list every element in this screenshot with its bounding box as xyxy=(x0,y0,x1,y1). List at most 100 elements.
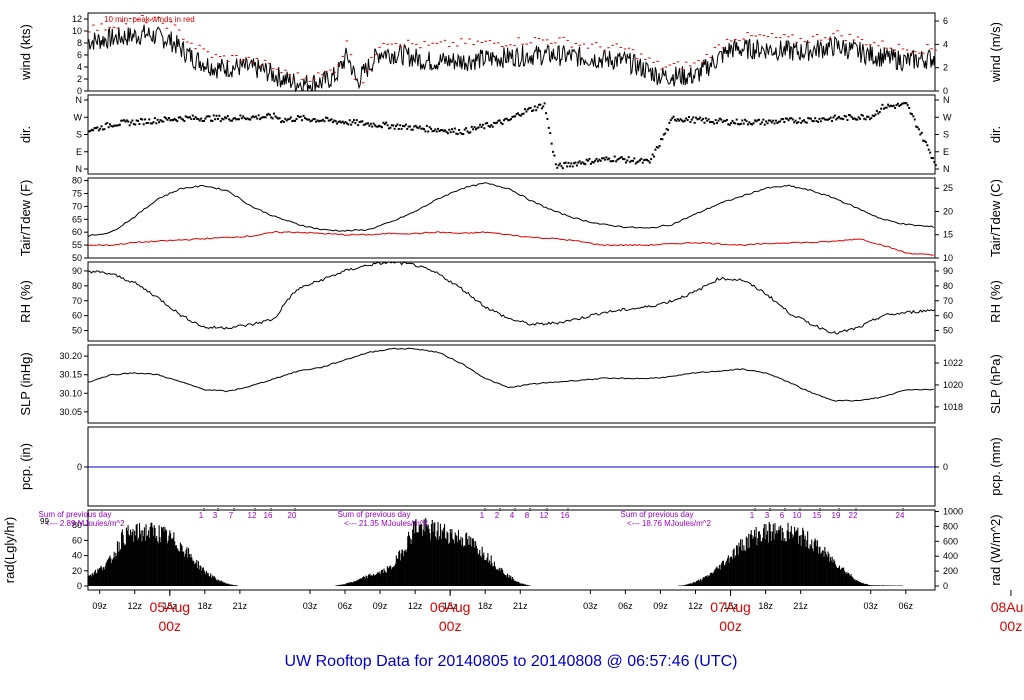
dir-point xyxy=(267,112,270,115)
dir-point xyxy=(915,125,918,128)
dir-point xyxy=(795,122,798,125)
dir-point xyxy=(767,119,770,122)
dir-point xyxy=(190,118,193,121)
x-tick-label: 21z xyxy=(793,601,808,611)
dir-point xyxy=(118,123,121,126)
rad-right-tick-label: 800 xyxy=(943,521,958,531)
dir-point xyxy=(717,119,720,122)
dir-point xyxy=(277,117,280,120)
dir-point xyxy=(512,115,515,118)
dir-point xyxy=(578,160,581,163)
dir-point xyxy=(536,106,539,109)
dir-point xyxy=(205,115,208,118)
dir-point xyxy=(870,117,873,120)
dir-point xyxy=(688,116,691,119)
rh-panel-frame xyxy=(87,261,936,342)
rad-annotation-line1: Sum of previous day xyxy=(621,510,694,519)
dir-point xyxy=(312,118,315,121)
temp-left-tick-label: 55 xyxy=(72,240,82,250)
dir-point xyxy=(693,121,696,124)
dir-point xyxy=(144,118,147,121)
wind-ylabel-left: wind (kts) xyxy=(18,24,33,81)
dir-point xyxy=(751,123,754,126)
dir-point xyxy=(887,103,890,106)
dir-point xyxy=(874,113,877,116)
dir-point xyxy=(365,122,368,125)
dir-point xyxy=(184,115,187,118)
dir-point xyxy=(606,158,609,161)
dir-point xyxy=(103,128,106,131)
dir-point xyxy=(288,117,291,120)
pcp-tick-label: 0 xyxy=(77,462,82,472)
wind-left-tick-label: 10 xyxy=(72,26,82,36)
rad-ylabel-right: rad (W/m^2) xyxy=(988,514,1003,585)
tdew-line xyxy=(87,231,934,256)
dir-point xyxy=(228,118,231,121)
dir-point xyxy=(428,126,431,129)
dir-point xyxy=(756,119,759,122)
x-tick-label: 06z xyxy=(338,601,353,611)
dir-point xyxy=(261,116,264,119)
dir-point xyxy=(728,123,731,126)
dir-point xyxy=(334,120,337,123)
dir-point xyxy=(472,128,475,131)
dir-point xyxy=(392,124,395,127)
dir-point xyxy=(620,156,623,159)
dir-point xyxy=(794,119,797,122)
dir-point xyxy=(780,118,783,121)
dir-point xyxy=(186,116,189,119)
dir-point xyxy=(725,118,728,121)
chart-title: UW Rooftop Data for 20140805 to 20140808… xyxy=(285,653,738,670)
dir-point xyxy=(409,125,412,128)
dir-point xyxy=(306,118,309,121)
dir-point xyxy=(337,120,340,123)
dir-point xyxy=(93,127,96,130)
dir-point xyxy=(317,120,320,123)
dir-point xyxy=(685,117,688,120)
x-tick-label: 09z xyxy=(373,601,388,611)
dir-point xyxy=(654,148,657,151)
dir-point xyxy=(644,158,647,161)
dir-point xyxy=(222,118,225,121)
dir-point xyxy=(842,118,845,121)
dir-point xyxy=(376,125,379,128)
dir-point xyxy=(291,120,294,123)
dir-point xyxy=(811,120,814,123)
dir-point xyxy=(843,114,846,117)
dir-point xyxy=(163,116,166,119)
dir-point xyxy=(616,158,619,161)
dir-point xyxy=(439,129,442,132)
dir-point xyxy=(638,159,641,162)
dir-point xyxy=(577,161,580,164)
temp-panel-frame xyxy=(87,177,936,259)
dir-point xyxy=(148,118,151,121)
dir-point xyxy=(933,161,936,164)
dir-point xyxy=(852,117,855,120)
dir-point xyxy=(172,119,175,122)
dir-point xyxy=(381,126,384,129)
dir-point xyxy=(252,115,255,118)
dir-point xyxy=(696,118,699,121)
dir-point xyxy=(399,124,402,127)
rad-annotation-line2: <--- 2.89 MJoules/m^2 xyxy=(45,519,125,528)
dir-point xyxy=(682,120,685,123)
dir-point xyxy=(853,117,856,120)
rad-hour-label: 22 xyxy=(849,511,858,520)
dir-point xyxy=(553,154,556,157)
dir-point xyxy=(704,117,707,120)
dir-point xyxy=(97,129,100,132)
x-tick-label: 12z xyxy=(127,601,142,611)
dir-point xyxy=(242,115,245,118)
dir-tick-label: S xyxy=(76,130,82,140)
dir-point xyxy=(446,132,449,135)
dir-point xyxy=(909,112,912,115)
dir-point xyxy=(531,109,534,112)
dir-point xyxy=(92,129,95,132)
dir-point xyxy=(225,117,228,120)
dir-point xyxy=(923,140,926,143)
dir-point xyxy=(309,120,312,123)
dir-point xyxy=(746,123,749,126)
rad-ylabel-left: rad(Lgly/hr) xyxy=(2,517,17,583)
dir-point xyxy=(432,129,435,132)
dir-point xyxy=(204,117,207,120)
